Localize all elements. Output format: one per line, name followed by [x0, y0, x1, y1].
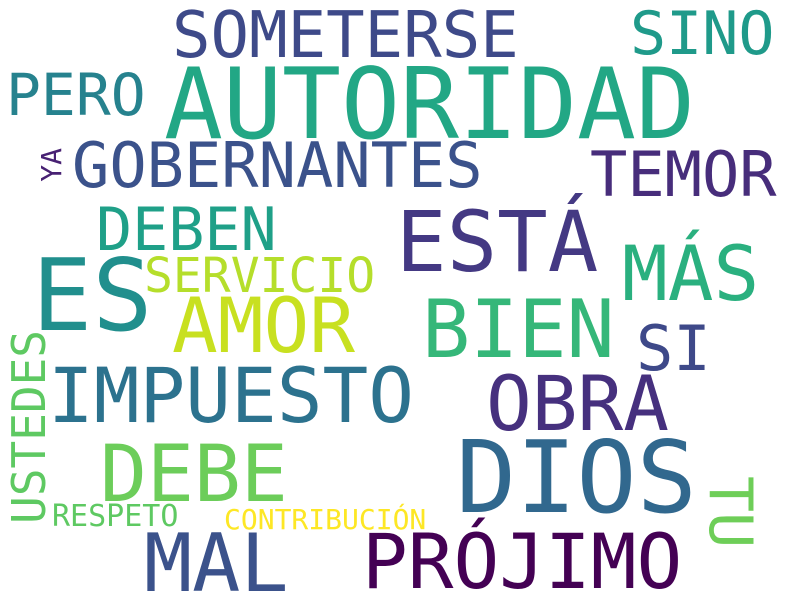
word-pero: PERO [6, 61, 146, 129]
word-someterse: SOMETERSE [172, 0, 519, 73]
word-temor: TEMOR [590, 138, 777, 211]
word-autoridad: AUTORIDAD [164, 48, 696, 162]
word-ustedes: USTEDES [2, 330, 56, 524]
word-amor: AMOR [172, 281, 356, 370]
word-obra: OBRA [486, 359, 670, 448]
word-dios: DIOS [456, 419, 697, 536]
word-es: ES [32, 237, 153, 354]
word-impuesto: IMPUESTO [48, 351, 415, 440]
word-respeto: RESPETO [52, 499, 179, 534]
word-mas: MÁS [622, 229, 760, 318]
word-mal: MAL [144, 517, 289, 610]
word-deben: DEBEN [96, 195, 277, 265]
word-sino: SINO [630, 0, 775, 69]
word-ya: YA [35, 148, 68, 182]
word-contribucion: CONTRIBUCIÓN [224, 503, 427, 536]
word-servicio: SERVICIO [144, 248, 376, 304]
word-esta: ESTÁ [396, 193, 599, 291]
word-tu: TU [695, 476, 765, 549]
word-projimo: PRÓJIMO [362, 517, 683, 606]
word-si: SI [636, 312, 711, 385]
word-debe: DEBE [100, 430, 288, 520]
word-bien: BIEN [422, 283, 615, 376]
word-gobernantes: GOBERNANTES [72, 129, 483, 202]
